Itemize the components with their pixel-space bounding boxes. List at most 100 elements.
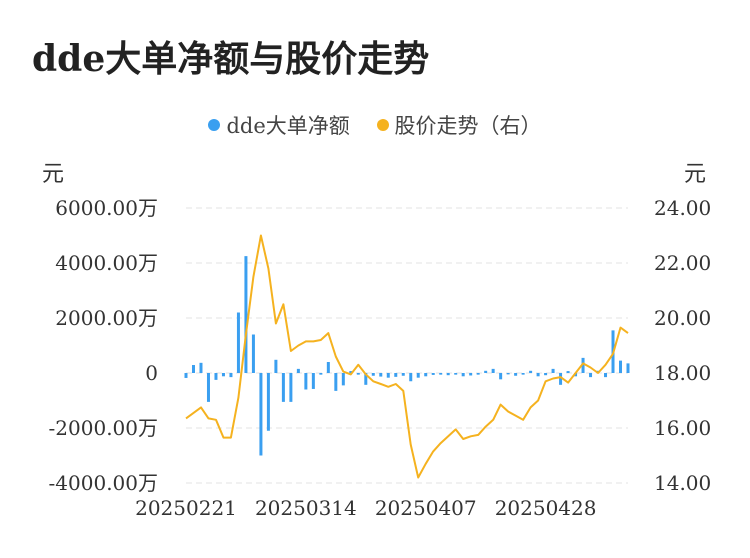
price-point[interactable] xyxy=(206,416,211,421)
price-point[interactable] xyxy=(371,379,376,384)
price-point[interactable] xyxy=(386,384,391,389)
dde-bar[interactable] xyxy=(341,373,345,386)
price-point[interactable] xyxy=(236,395,241,400)
dde-bar[interactable] xyxy=(349,371,353,373)
legend-item-dde[interactable]: dde大单净额 xyxy=(208,110,350,140)
dde-bar[interactable] xyxy=(514,373,518,376)
price-point[interactable] xyxy=(393,382,398,387)
dde-bar[interactable] xyxy=(529,370,533,373)
price-line[interactable] xyxy=(185,234,629,479)
dde-bar[interactable] xyxy=(484,370,488,373)
dde-bar[interactable] xyxy=(544,373,548,376)
price-point[interactable] xyxy=(611,351,616,356)
price-point[interactable] xyxy=(483,424,488,429)
dde-bar[interactable] xyxy=(469,373,473,376)
price-point[interactable] xyxy=(326,331,331,336)
price-point[interactable] xyxy=(191,410,196,415)
dde-bar[interactable] xyxy=(289,373,293,402)
price-point[interactable] xyxy=(476,432,481,437)
price-point[interactable] xyxy=(596,371,601,376)
dde-bar[interactable] xyxy=(214,373,218,380)
dde-bar[interactable] xyxy=(536,373,540,377)
dde-bar[interactable] xyxy=(409,373,413,382)
price-point[interactable] xyxy=(288,349,293,354)
dde-bar[interactable] xyxy=(244,256,248,373)
price-point[interactable] xyxy=(603,362,608,367)
price-point[interactable] xyxy=(296,343,301,348)
price-point[interactable] xyxy=(498,402,503,407)
dde-bar[interactable] xyxy=(431,373,435,375)
dde-bar[interactable] xyxy=(566,371,570,373)
dde-bar[interactable] xyxy=(266,373,270,431)
dde-bar[interactable] xyxy=(304,373,308,390)
price-point[interactable] xyxy=(401,388,406,393)
price-point[interactable] xyxy=(446,434,451,439)
dde-bar[interactable] xyxy=(626,363,630,373)
price-point[interactable] xyxy=(333,354,338,359)
price-point[interactable] xyxy=(363,372,368,377)
price-point[interactable] xyxy=(551,376,556,381)
dde-bar[interactable] xyxy=(499,373,503,380)
dde-bar[interactable] xyxy=(416,373,420,378)
price-point[interactable] xyxy=(528,405,533,410)
price-point[interactable] xyxy=(626,331,631,336)
dde-bar[interactable] xyxy=(394,373,398,377)
price-point[interactable] xyxy=(468,434,473,439)
dde-bar[interactable] xyxy=(206,373,210,402)
price-point[interactable] xyxy=(543,379,548,384)
price-point[interactable] xyxy=(184,416,189,421)
price-point[interactable] xyxy=(266,266,271,271)
dde-bar[interactable] xyxy=(236,312,240,374)
price-point[interactable] xyxy=(408,442,413,447)
dde-bar[interactable] xyxy=(386,373,390,378)
dde-bar[interactable] xyxy=(551,368,555,373)
dde-bar[interactable] xyxy=(559,373,563,385)
price-point[interactable] xyxy=(573,371,578,376)
price-point[interactable] xyxy=(348,372,353,377)
price-point[interactable] xyxy=(581,361,586,366)
price-point[interactable] xyxy=(341,369,346,374)
dde-bar[interactable] xyxy=(229,373,233,378)
price-point[interactable] xyxy=(453,427,458,432)
dde-bar[interactable] xyxy=(319,373,323,375)
dde-bar[interactable] xyxy=(191,365,195,373)
price-point[interactable] xyxy=(258,233,263,238)
price-point[interactable] xyxy=(536,398,541,403)
dde-bar[interactable] xyxy=(334,373,338,391)
dde-bar[interactable] xyxy=(581,357,585,373)
dde-bar[interactable] xyxy=(461,373,465,377)
dde-bar[interactable] xyxy=(251,334,255,374)
dde-bar[interactable] xyxy=(326,362,330,373)
dde-bar[interactable] xyxy=(379,373,383,377)
dde-bar[interactable] xyxy=(446,373,450,376)
price-point[interactable] xyxy=(213,417,218,422)
price-point[interactable] xyxy=(566,380,571,385)
price-point[interactable] xyxy=(588,365,593,370)
price-point[interactable] xyxy=(318,338,323,343)
dde-bar[interactable] xyxy=(364,373,368,385)
dde-bar[interactable] xyxy=(454,373,458,375)
price-point[interactable] xyxy=(618,325,623,330)
legend-item-price[interactable]: 股价走势（右） xyxy=(376,110,542,140)
price-point[interactable] xyxy=(416,475,421,480)
price-point[interactable] xyxy=(513,413,518,418)
dde-bar[interactable] xyxy=(356,373,360,375)
price-point[interactable] xyxy=(251,274,256,279)
dde-bar[interactable] xyxy=(311,373,315,389)
dde-bar[interactable] xyxy=(491,368,495,373)
price-point[interactable] xyxy=(221,435,226,440)
price-point[interactable] xyxy=(558,375,563,380)
dde-bar[interactable] xyxy=(476,373,480,375)
dde-bar[interactable] xyxy=(604,373,608,378)
dde-bar[interactable] xyxy=(506,373,510,375)
dde-bar[interactable] xyxy=(184,373,188,378)
price-point[interactable] xyxy=(356,362,361,367)
dde-bar[interactable] xyxy=(439,373,443,375)
dde-bar[interactable] xyxy=(401,373,405,376)
price-point[interactable] xyxy=(423,461,428,466)
dde-bar[interactable] xyxy=(221,373,225,377)
price-point[interactable] xyxy=(281,302,286,307)
dde-bar[interactable] xyxy=(259,373,263,456)
price-point[interactable] xyxy=(506,409,511,414)
price-point[interactable] xyxy=(228,435,233,440)
